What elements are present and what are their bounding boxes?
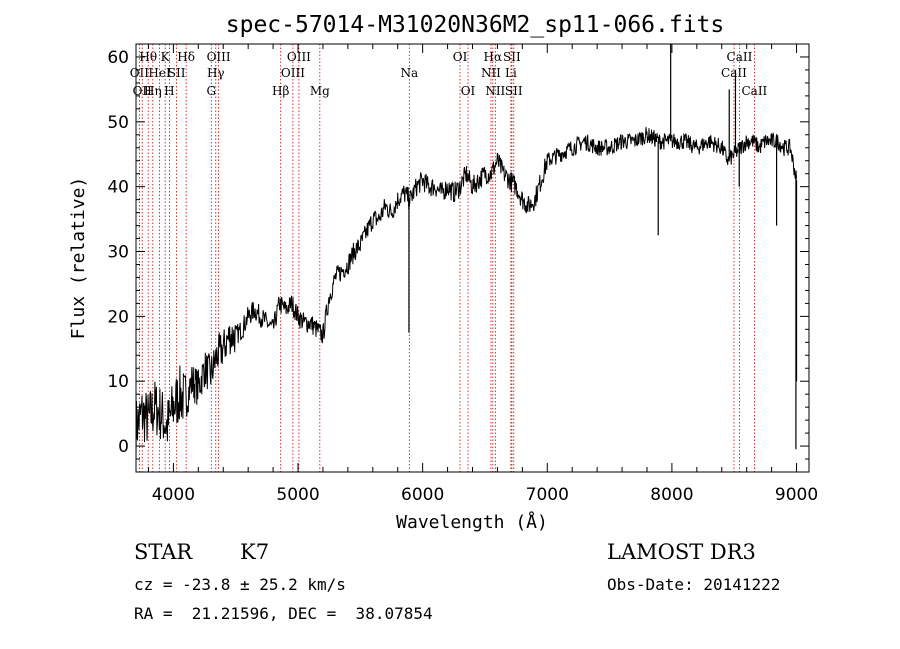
marker-label: SII: [505, 84, 523, 98]
marker-label: K: [161, 50, 171, 64]
object-subclass: K7: [240, 540, 270, 564]
marker-label: NII: [481, 66, 501, 80]
x-tick-label: 7000: [526, 485, 569, 505]
marker-label: OII: [133, 84, 153, 98]
marker-label: OIII: [281, 66, 305, 80]
spectrum-line: [135, 127, 797, 456]
y-axis-label: Flux (relative): [68, 177, 89, 340]
spectrum-series: [135, 44, 798, 456]
coordinates: RA = 21.21596, DEC = 38.07854: [134, 604, 433, 623]
x-tick-label: 6000: [401, 485, 444, 505]
marker-label: OI: [461, 84, 476, 98]
marker-label: Hγ: [207, 66, 225, 80]
marker-label: Hβ: [272, 84, 289, 98]
marker-label: CaII: [741, 84, 767, 98]
marker-label: H: [164, 84, 174, 98]
marker-label: G: [206, 84, 216, 98]
redshift-info: cz = -23.8 ± 25.2 km/s: [134, 575, 346, 594]
marker-label: Hδ: [177, 50, 195, 64]
marker-label: OI: [453, 50, 468, 64]
line-markers: OIIOIIHθHηHeIKHSIIHδGHγOIIIHβOIIIOIIIMgN…: [130, 44, 768, 472]
survey-name: LAMOST DR3: [607, 540, 756, 564]
marker-label: SII: [168, 66, 186, 80]
x-tick-label: 4000: [152, 485, 195, 505]
y-tick-label: 10: [107, 372, 129, 392]
marker-label: CaII: [727, 50, 753, 64]
plot-frame: [135, 43, 810, 473]
marker-label: NII: [485, 84, 505, 98]
y-tick-label: 30: [107, 243, 129, 263]
x-tick-label: 5000: [276, 485, 319, 505]
marker-label: OIII: [207, 50, 231, 64]
y-tick-label: 60: [107, 48, 129, 68]
y-tick-label: 20: [107, 307, 129, 327]
marker-label: Mg: [310, 84, 330, 98]
marker-label: CaII: [721, 66, 747, 80]
axis-ticks: 4000 5000 6000 7000 8000 9000 0 10 20 30 40 50 60: [107, 43, 818, 505]
marker-label: OIII: [287, 50, 311, 64]
x-axis-label: Wavelength (Å): [396, 511, 548, 533]
marker-label: Na: [400, 66, 418, 80]
x-tick-label: 9000: [775, 485, 818, 505]
marker-label: Li: [505, 66, 517, 80]
marker-label: OII: [130, 66, 150, 80]
marker-label: Hθ: [139, 50, 157, 64]
y-tick-label: 40: [107, 178, 129, 198]
marker-label: SII: [503, 50, 521, 64]
obs-date: Obs-Date: 20141222: [607, 575, 781, 594]
object-class: STAR: [134, 540, 193, 564]
chart-title: spec-57014-M31020N36M2_sp11-066.fits: [226, 12, 725, 38]
y-tick-label: 0: [118, 437, 129, 457]
x-tick-label: 8000: [650, 485, 693, 505]
marker-label: Hα: [484, 50, 503, 64]
marker-label: Hη: [144, 84, 162, 98]
y-tick-label: 50: [107, 113, 129, 133]
